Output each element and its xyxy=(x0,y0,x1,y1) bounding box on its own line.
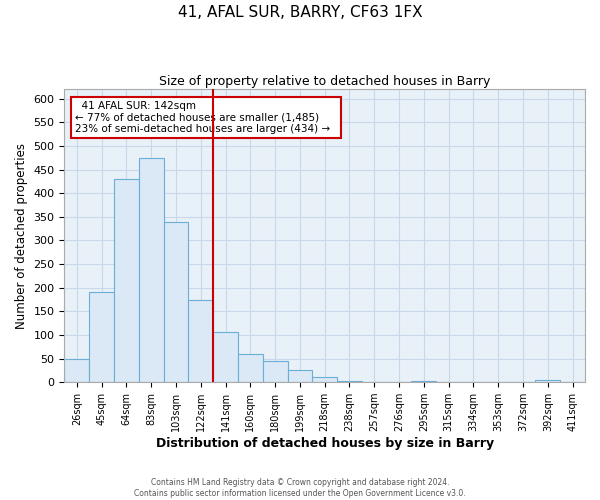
Title: Size of property relative to detached houses in Barry: Size of property relative to detached ho… xyxy=(159,75,490,88)
Bar xyxy=(164,222,188,382)
Bar xyxy=(139,158,164,382)
Bar xyxy=(535,380,560,382)
Bar xyxy=(188,300,213,382)
Bar xyxy=(263,362,287,382)
Bar xyxy=(213,332,238,382)
Bar xyxy=(64,358,89,382)
Bar xyxy=(89,292,114,382)
Bar xyxy=(313,378,337,382)
Bar xyxy=(238,354,263,382)
Y-axis label: Number of detached properties: Number of detached properties xyxy=(15,142,28,328)
Text: Contains HM Land Registry data © Crown copyright and database right 2024.
Contai: Contains HM Land Registry data © Crown c… xyxy=(134,478,466,498)
Bar xyxy=(114,179,139,382)
Text: 41 AFAL SUR: 142sqm
← 77% of detached houses are smaller (1,485)
23% of semi-det: 41 AFAL SUR: 142sqm ← 77% of detached ho… xyxy=(75,101,337,134)
Bar xyxy=(412,381,436,382)
Bar xyxy=(287,370,313,382)
X-axis label: Distribution of detached houses by size in Barry: Distribution of detached houses by size … xyxy=(155,437,494,450)
Text: 41, AFAL SUR, BARRY, CF63 1FX: 41, AFAL SUR, BARRY, CF63 1FX xyxy=(178,5,422,20)
